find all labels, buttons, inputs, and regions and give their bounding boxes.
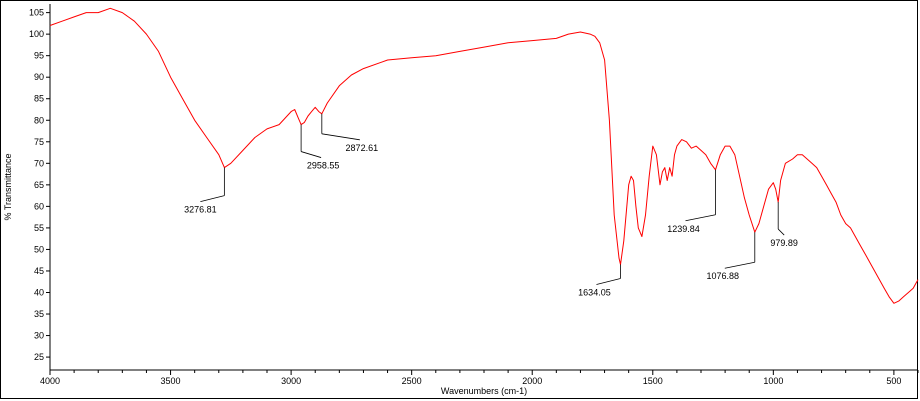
y-tick-label: 60: [34, 201, 44, 211]
y-tick-label: 85: [34, 94, 44, 104]
y-tick-label: 25: [34, 352, 44, 362]
x-tick-label: 3000: [281, 376, 301, 386]
ticks: 25 30 35 40 45 50 55 60 65 70 75 80 85 90 95 100 105 4000…: [29, 8, 919, 386]
peak-label: 1239.84: [667, 224, 700, 234]
peak-annotations: 3276.81 2958.55 2872.61 1634.05 1239.84 1076.…: [184, 113, 798, 298]
peak-leader-line: [200, 195, 225, 203]
y-tick-label: 105: [29, 8, 44, 18]
peak-label: 1076.88: [707, 271, 740, 281]
x-tick-label: 1500: [643, 376, 663, 386]
peak-label: 2872.61: [346, 143, 379, 153]
peak-label: 1634.05: [578, 288, 611, 298]
y-tick-label: 75: [34, 137, 44, 147]
x-tick-label: 1000: [763, 376, 783, 386]
spectrum-line: [49, 7, 919, 304]
y-tick-label: 50: [34, 244, 44, 254]
peak-leader-line: [685, 214, 716, 222]
x-tick-label: 500: [886, 376, 901, 386]
y-tick-label: 35: [34, 309, 44, 319]
peak-leader-line: [724, 261, 755, 269]
x-tick-label: 2000: [522, 376, 542, 386]
y-tick-label: 100: [29, 29, 44, 39]
x-axis-title: Wavenumbers (cm-1): [441, 386, 527, 396]
axes: [49, 4, 918, 371]
x-tick-label: 4000: [40, 376, 60, 386]
series: [49, 7, 919, 304]
y-tick-label: 45: [34, 266, 44, 276]
y-tick-label: 95: [34, 51, 44, 61]
y-tick-label: 65: [34, 180, 44, 190]
y-tick-label: 80: [34, 115, 44, 125]
y-tick-label: 40: [34, 287, 44, 297]
peak-leader-line: [596, 278, 621, 285]
peak-label: 3276.81: [184, 205, 217, 215]
y-tick-label: 30: [34, 331, 44, 341]
peak-leader-line: [321, 133, 360, 141]
x-tick-label: 2500: [402, 376, 422, 386]
x-tick-label: 3500: [161, 376, 181, 386]
peak-leader-line: [300, 151, 322, 158]
peak-label: 2958.55: [307, 161, 340, 171]
y-tick-label: 90: [34, 72, 44, 82]
y-tick-label: 70: [34, 158, 44, 168]
y-axis-title: % Transmittance: [3, 153, 13, 220]
y-tick-label: 55: [34, 223, 44, 233]
peak-label: 979.89: [770, 238, 798, 248]
peak-leader-line: [777, 228, 785, 236]
